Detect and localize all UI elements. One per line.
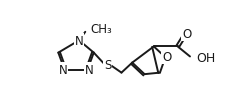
Text: O: O xyxy=(162,51,172,63)
Text: S: S xyxy=(104,59,111,72)
Text: CH₃: CH₃ xyxy=(91,23,112,36)
Text: O: O xyxy=(182,28,192,41)
Text: N: N xyxy=(75,34,84,47)
Text: N: N xyxy=(85,64,94,76)
Text: N: N xyxy=(59,64,67,76)
Text: OH: OH xyxy=(196,51,215,64)
